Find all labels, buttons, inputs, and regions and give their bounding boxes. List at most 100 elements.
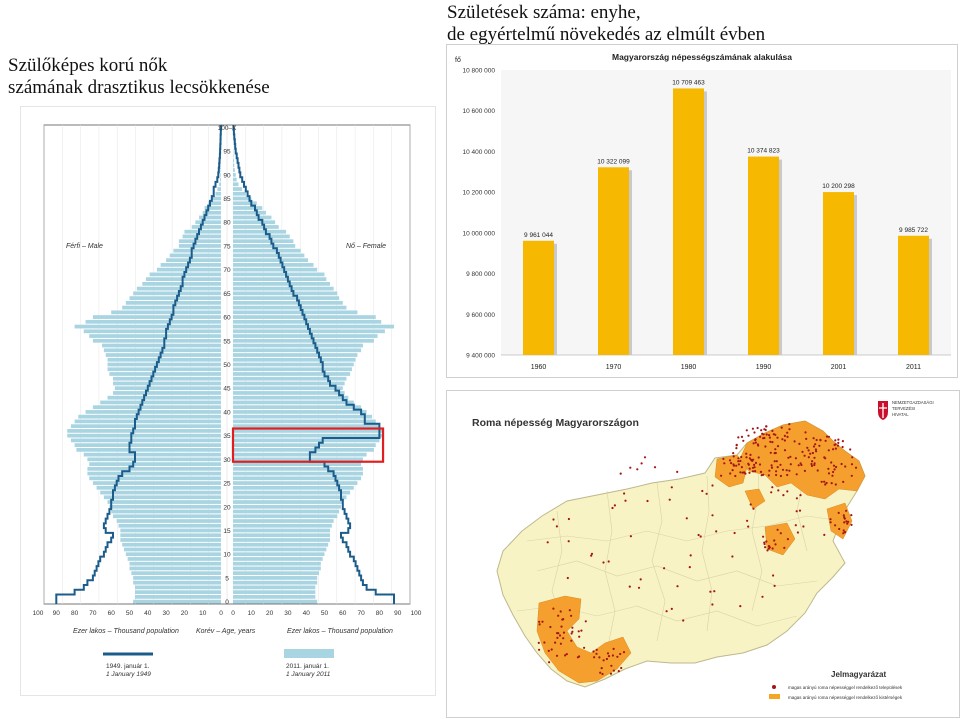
settlement-dot <box>769 440 772 443</box>
age-tick-label: 85 <box>223 196 231 203</box>
settlement-dot <box>814 443 817 446</box>
bar-1970 <box>598 167 629 355</box>
settlement-dot <box>619 472 622 475</box>
settlement-dot <box>804 431 807 434</box>
births-bar-chart-panel: Magyarország népességszámának alakulása … <box>446 44 958 378</box>
settlement-dot <box>815 438 818 442</box>
settlement-dot <box>745 456 748 459</box>
settlement-dot <box>670 607 673 610</box>
female-bar-2011 <box>233 158 234 163</box>
settlement-dot <box>646 499 649 503</box>
age-tick-label: 0 <box>225 599 229 606</box>
settlement-dot <box>612 669 615 672</box>
male-bar-2011 <box>134 585 221 590</box>
settlement-dot <box>559 610 562 613</box>
settlement-dot <box>629 535 632 538</box>
legend-2011-text-2: 1 January 2011 <box>286 671 331 678</box>
settlement-dot <box>780 426 783 429</box>
right-heading-line-2: de egyértelmű növekedés az elmúlt évben <box>447 24 766 45</box>
settlement-dot <box>735 443 738 446</box>
settlement-dot <box>807 456 810 459</box>
settlement-dot <box>636 468 639 471</box>
settlement-dot <box>732 464 736 467</box>
settlement-dot <box>846 522 849 525</box>
settlement-dot <box>607 655 611 658</box>
y-tick-label: 9 800 000 <box>466 271 495 278</box>
male-bar-2011 <box>120 538 221 542</box>
settlement-dot <box>819 438 822 441</box>
legend-1949-text-1: 1949. január 1. <box>106 663 150 670</box>
female-bar-2011 <box>233 405 362 410</box>
y-tick-label: 10 400 000 <box>462 149 495 156</box>
settlement-dot <box>593 656 596 659</box>
female-bar-2011 <box>233 495 347 500</box>
settlement-dot <box>793 440 796 443</box>
settlement-dot <box>795 510 798 513</box>
male-bar-2011 <box>129 566 221 571</box>
female-bar-2011 <box>233 419 376 424</box>
x-tick-right: 80 <box>376 610 384 617</box>
female-bar-2011 <box>233 462 362 466</box>
female-bar-2011 <box>233 272 325 277</box>
female-bar-2011 <box>233 348 362 353</box>
settlement-dot <box>757 444 760 447</box>
settlement-dot <box>814 448 817 451</box>
female-bar-2011 <box>233 585 316 590</box>
settlement-dot <box>728 459 732 462</box>
settlement-dot <box>740 435 744 438</box>
female-bar-2011 <box>233 324 395 329</box>
settlement-dot <box>610 664 613 667</box>
settlement-dot <box>825 435 829 438</box>
settlement-dot <box>538 623 541 626</box>
female-bar-2011 <box>233 258 309 263</box>
x-tick-label: 2001 <box>831 364 847 371</box>
female-bar-2011 <box>233 310 358 315</box>
male-outline-1949 <box>55 125 222 604</box>
settlement-dot <box>762 535 765 538</box>
age-tick-label: 60 <box>223 315 231 322</box>
x-tick-left: 0 <box>219 610 223 617</box>
male-bar-2011 <box>67 429 221 433</box>
male-bar-2011 <box>100 400 221 405</box>
male-bar-2011 <box>92 315 222 319</box>
female-bar-2011 <box>233 457 363 462</box>
settlement-dot <box>729 472 732 475</box>
settlement-dot <box>740 455 743 459</box>
age-tick-label: 20 <box>223 504 231 511</box>
age-tick-label: 40 <box>223 409 231 416</box>
y-tick-label: 10 200 000 <box>462 190 495 197</box>
settlement-dot <box>771 486 774 489</box>
settlement-dot <box>767 545 771 548</box>
settlement-dot <box>722 457 725 460</box>
female-bar-2011 <box>233 528 330 533</box>
settlement-dot <box>823 480 826 483</box>
female-label: Nő – Female <box>346 243 386 250</box>
x-tick-left: 30 <box>162 610 170 617</box>
settlement-dot <box>765 540 768 543</box>
settlement-dot <box>845 520 848 523</box>
settlement-dot <box>752 442 755 445</box>
settlement-dot <box>835 465 838 469</box>
settlement-dot <box>555 525 558 528</box>
settlement-dot <box>806 446 809 449</box>
settlement-dot <box>776 436 779 439</box>
settlement-dot <box>771 429 774 432</box>
settlement-dot <box>851 456 854 459</box>
female-bar-2011 <box>233 263 314 267</box>
female-outline-1949 <box>232 125 395 604</box>
settlement-dot <box>829 518 832 521</box>
settlement-dot <box>779 474 782 478</box>
female-bar-2011 <box>233 286 334 291</box>
age-tick-label: 50 <box>223 362 231 369</box>
roma-population-map-panel: Roma népesség Magyarországon NEMZETGAZDA… <box>446 390 960 718</box>
x-tick-left: 90 <box>53 610 61 617</box>
settlement-dot <box>837 441 840 444</box>
female-bar-2011 <box>233 391 345 395</box>
settlement-dot <box>833 443 836 446</box>
male-bar-2011 <box>184 229 221 234</box>
settlement-dot <box>731 555 734 558</box>
female-bar-2011 <box>233 452 367 457</box>
age-tick-label: 70 <box>223 267 231 274</box>
age-tick-label: 35 <box>223 433 231 440</box>
legend-title: Jelmagyarázat <box>831 670 886 679</box>
